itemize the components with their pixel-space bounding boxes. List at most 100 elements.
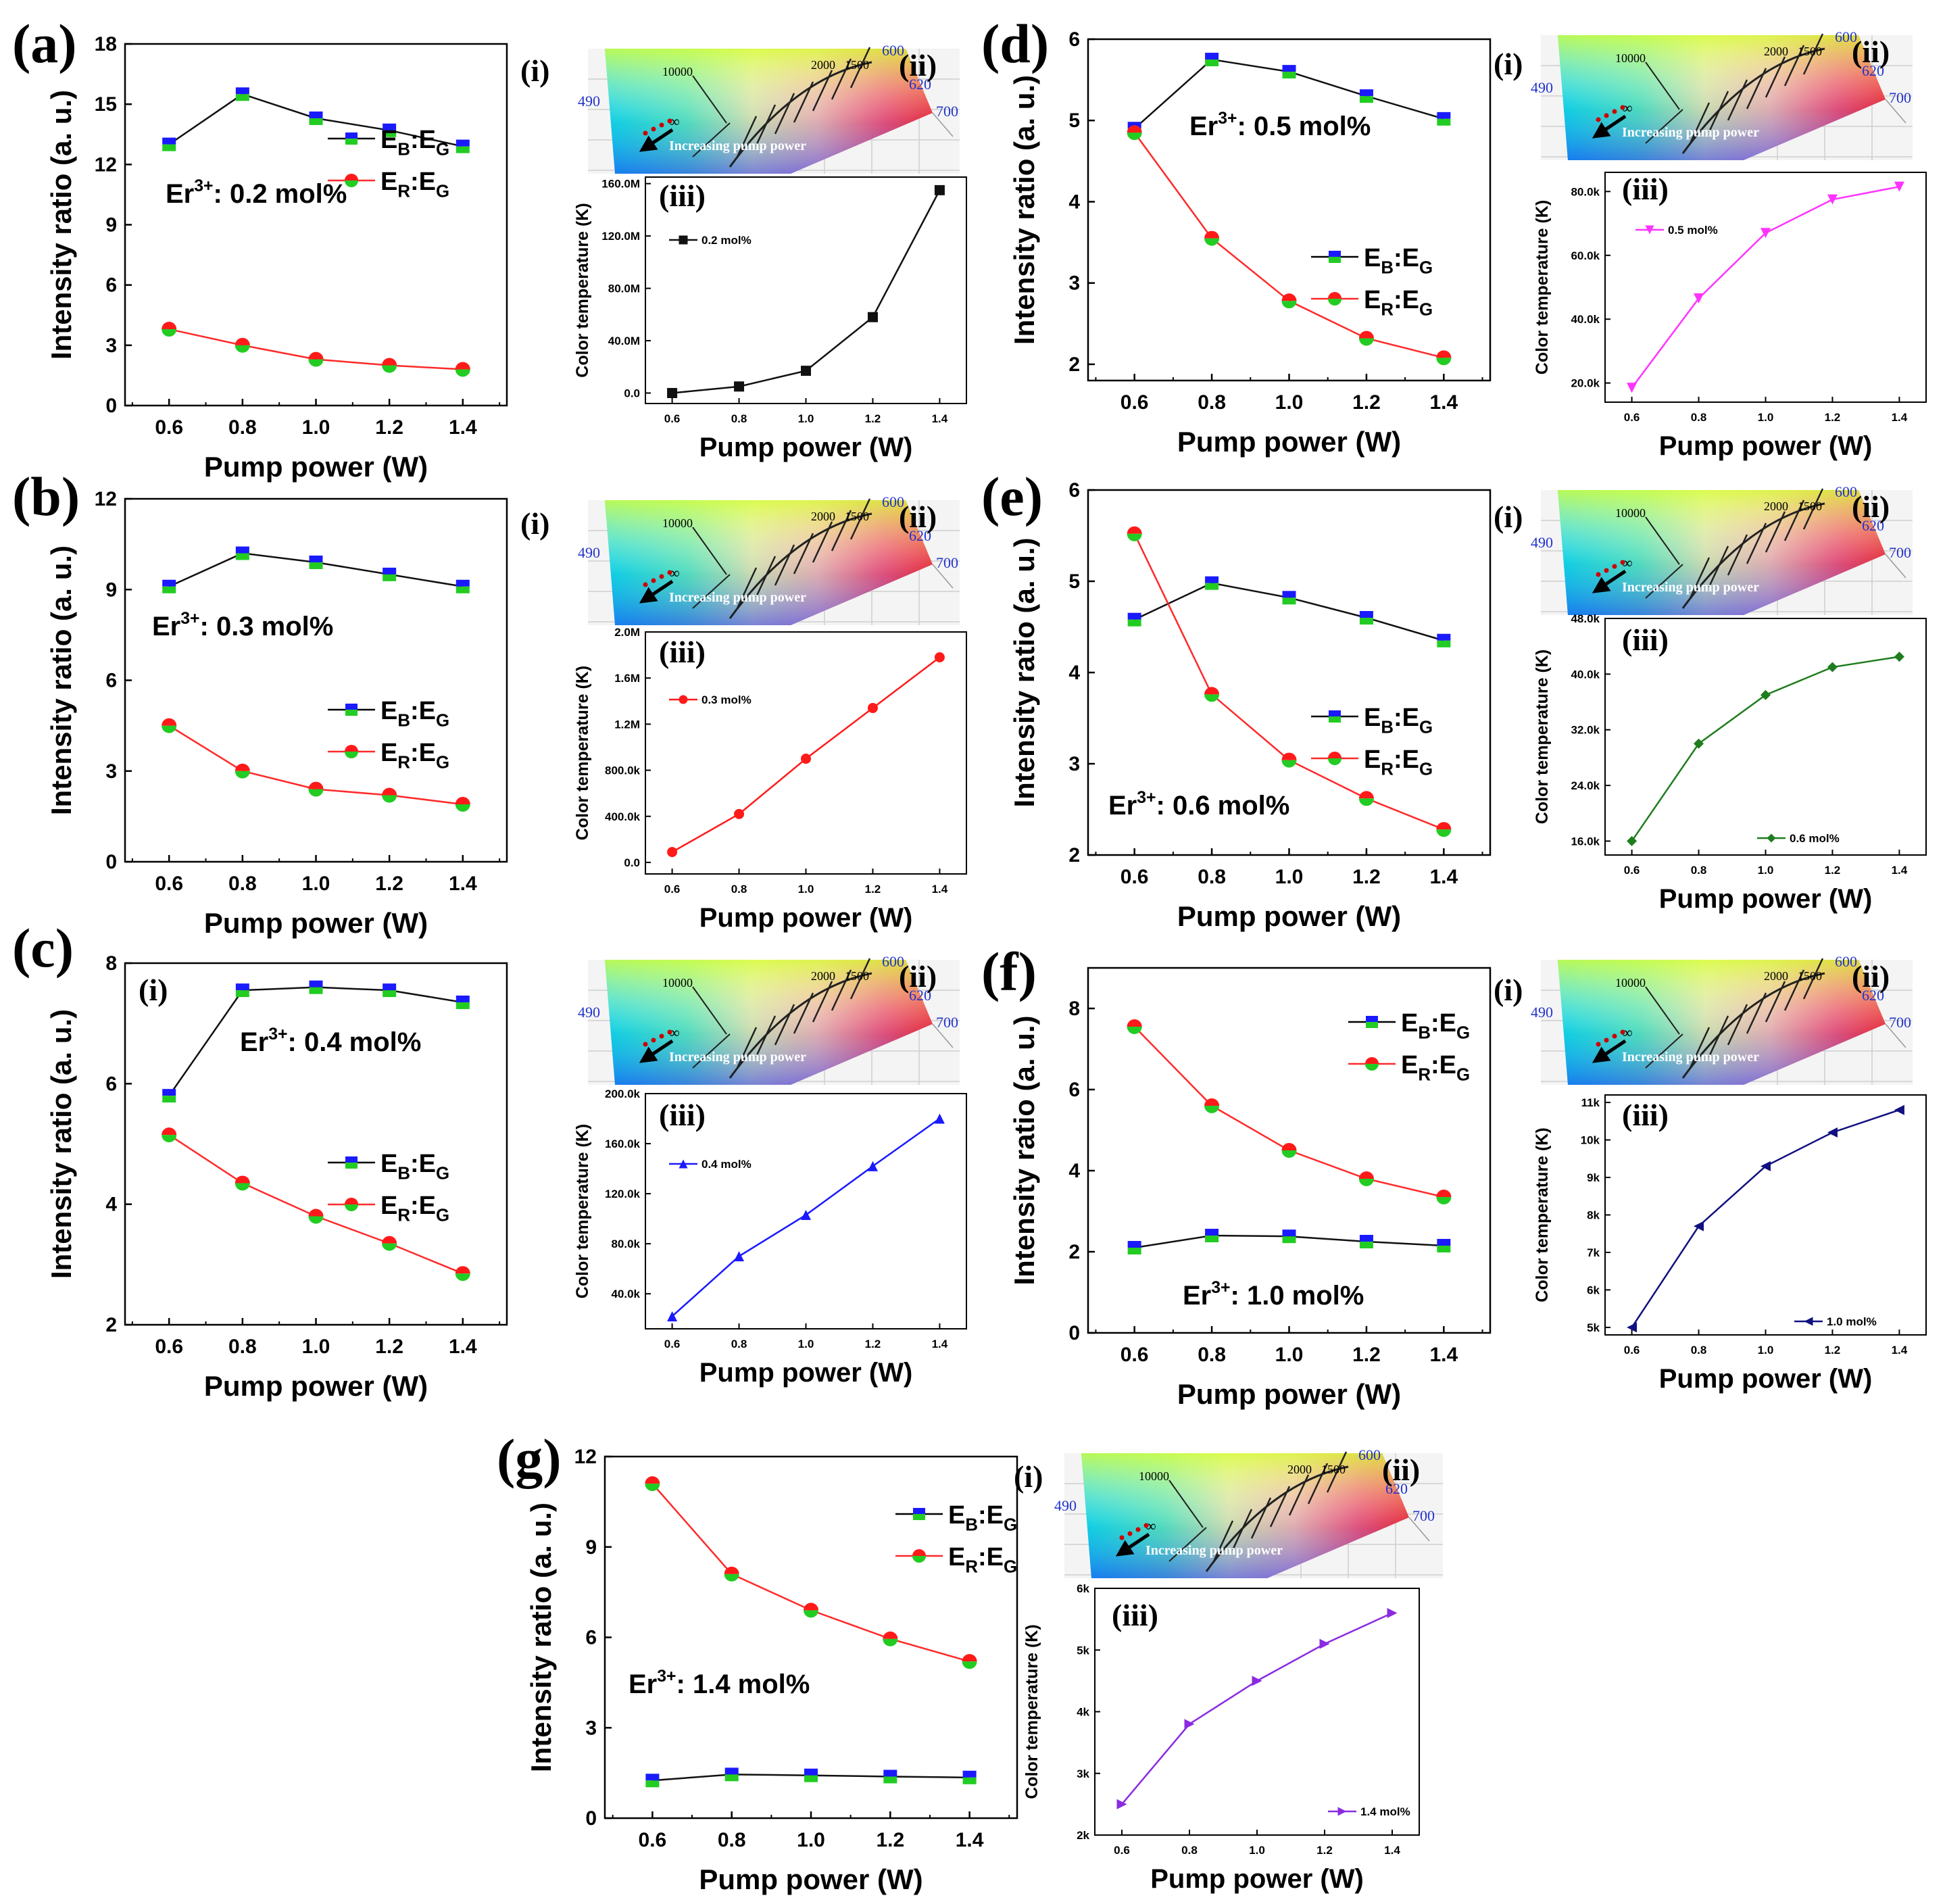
data-point-eb-eg xyxy=(1282,65,1296,79)
marker-top-blue xyxy=(309,555,323,562)
data-point-er-eg xyxy=(1436,822,1452,837)
inset-x-tick-label: 1.4 xyxy=(932,883,948,896)
isotherm-tick xyxy=(1783,499,1805,541)
inset-x-tick-label: 1.0 xyxy=(1249,1844,1265,1857)
inset-x-tick-label: 1.4 xyxy=(932,1338,948,1350)
inset-y-tick-label: 0.0 xyxy=(624,856,640,869)
data-point-eb-eg xyxy=(456,579,470,593)
x-tick-label: 0.8 xyxy=(1198,1344,1226,1366)
cct-label: 10000 xyxy=(662,976,693,990)
cie-diagram-inset: 10000 2000 1500 600 620 700 490 ∞ Increasing pum… xyxy=(578,42,960,174)
data-point-eb-eg xyxy=(162,137,176,151)
inset-frame xyxy=(1604,172,1927,403)
wavelength-label: 620 xyxy=(1385,1480,1408,1497)
data-point-eb-eg xyxy=(645,1774,660,1788)
y-tick-label: 3 xyxy=(585,1717,597,1739)
marker-top-blue xyxy=(1359,611,1373,618)
chromaticity-point xyxy=(1612,564,1617,569)
marker-bottom-green xyxy=(1358,1179,1374,1186)
isotherm-tick xyxy=(1231,1509,1253,1551)
increasing-pump-power-label: Increasing pump power xyxy=(1146,1543,1283,1558)
increasing-pump-power-label: Increasing pump power xyxy=(669,139,806,153)
increasing-pump-power-label: Increasing pump power xyxy=(1622,580,1759,595)
inset-legend-label: 1.4 mol% xyxy=(1360,1805,1410,1818)
data-point-eb-eg xyxy=(1437,112,1451,126)
inset-x-tick-label: 0.6 xyxy=(664,1338,681,1350)
y-tick-label: 15 xyxy=(95,93,117,116)
marker-top-red xyxy=(1281,1143,1297,1150)
isotherm-10000 xyxy=(692,986,727,1035)
marker-top-blue xyxy=(383,567,397,575)
legend-label: EB:EG xyxy=(380,697,449,731)
data-point-er-eg xyxy=(382,358,397,373)
x-tick-label: 1.0 xyxy=(302,1336,330,1358)
marker-bottom-green xyxy=(345,1163,358,1169)
inset-x-tick-label: 1.2 xyxy=(1825,411,1841,424)
y-tick-label: 2 xyxy=(105,1314,117,1336)
legend-label: EB:EG xyxy=(1401,1009,1470,1043)
pump-power-arrow xyxy=(1592,1039,1627,1063)
wavelength-label: 600 xyxy=(882,493,904,510)
y-tick-label: 5 xyxy=(1068,109,1080,132)
inset-x-axis-title: Pump power (W) xyxy=(699,903,913,933)
marker-top-red xyxy=(1358,331,1374,339)
marker-bottom-green xyxy=(235,553,249,560)
cie-diagram-inset: 10000 2000 1500 600 620 700 490 ∞ Increasing pum… xyxy=(1531,483,1913,615)
marker-top-red xyxy=(1436,1190,1452,1197)
isotherm-tick xyxy=(1689,557,1710,599)
legend-label: EB:EG xyxy=(380,1150,449,1183)
cie-color-overlay-bottom xyxy=(605,500,933,625)
data-point-er-eg xyxy=(382,1236,397,1251)
isotherm-inf xyxy=(692,1033,731,1069)
chromaticity-point xyxy=(659,574,664,579)
inset-x-tick-label: 0.6 xyxy=(664,883,681,896)
cie-guide-line xyxy=(1885,1023,1906,1048)
color-temperature-point xyxy=(1827,1127,1838,1138)
isotherm-10000 xyxy=(692,527,727,575)
marker-top-blue xyxy=(456,579,470,587)
y-tick-label: 9 xyxy=(585,1536,597,1559)
x-axis-title: Pump power (W) xyxy=(1177,900,1401,932)
pump-power-arrow xyxy=(639,128,674,152)
marker-bottom-green xyxy=(456,586,470,593)
inset-y-tick-label: 40.0M xyxy=(608,335,640,347)
chromaticity-point xyxy=(1604,113,1609,118)
legend-label: ER:EG xyxy=(948,1543,1017,1577)
data-point-er-eg xyxy=(1204,1098,1220,1114)
x-tick-label: 1.4 xyxy=(449,416,477,439)
wavelength-label: 490 xyxy=(578,1004,600,1021)
y-axis-title: Intensity ratio (a. u.) xyxy=(1008,1015,1040,1285)
roman-ii: (ii) xyxy=(1852,34,1890,69)
data-point-er-eg xyxy=(162,718,177,733)
data-point-er-eg xyxy=(1204,230,1220,246)
y-axis-title: Intensity ratio (a. u.) xyxy=(45,90,77,360)
y-tick-label: 4 xyxy=(105,1194,117,1216)
cct-label: 2000 xyxy=(811,510,835,523)
y-tick-label: 2 xyxy=(1068,1241,1080,1263)
inset-x-tick-label: 1.4 xyxy=(1892,1344,1908,1357)
cct-label: 2000 xyxy=(811,969,835,983)
inset-x-tick-label: 1.2 xyxy=(1316,1844,1333,1857)
marker-top-blue xyxy=(1366,1016,1378,1022)
data-point-eb-eg xyxy=(309,980,323,994)
main-plot: 0.6 0.8 1.0 1.2 1.4 2 4 6 8 Pump power (W) Intensi… xyxy=(45,952,508,1402)
inset-x-tick-label: 1.4 xyxy=(1892,864,1908,877)
marker-top-red xyxy=(912,1549,926,1556)
legend-marker-eb-eg xyxy=(345,704,358,716)
cct-label: 10000 xyxy=(1615,51,1646,65)
inset-x-tick-label: 0.8 xyxy=(1691,864,1707,877)
x-tick-label: 1.4 xyxy=(1429,866,1458,888)
y-axis-title: Intensity ratio (a. u.) xyxy=(1008,537,1040,807)
color-temperature-point xyxy=(801,754,811,764)
isotherm-tick xyxy=(850,958,871,1000)
inset-legend-marker xyxy=(679,235,688,245)
color-temperature-inset: 0.6 0.8 1.0 1.2 1.4 5k 6k 7k 8k 9k 10k 11k Pump powe… xyxy=(1533,1094,1927,1394)
roman-i: (i) xyxy=(520,53,549,88)
color-temperature-point xyxy=(934,652,945,663)
data-point-er-eg xyxy=(308,781,324,797)
chromaticity-point xyxy=(667,118,672,124)
y-tick-label: 2 xyxy=(1068,353,1080,376)
main-plot: 0.6 0.8 1.0 1.2 1.4 2 3 4 5 6 Pump power (W) Intens… xyxy=(1008,28,1523,458)
marker-top-red xyxy=(162,1127,177,1136)
marker-top-blue xyxy=(1127,122,1141,129)
